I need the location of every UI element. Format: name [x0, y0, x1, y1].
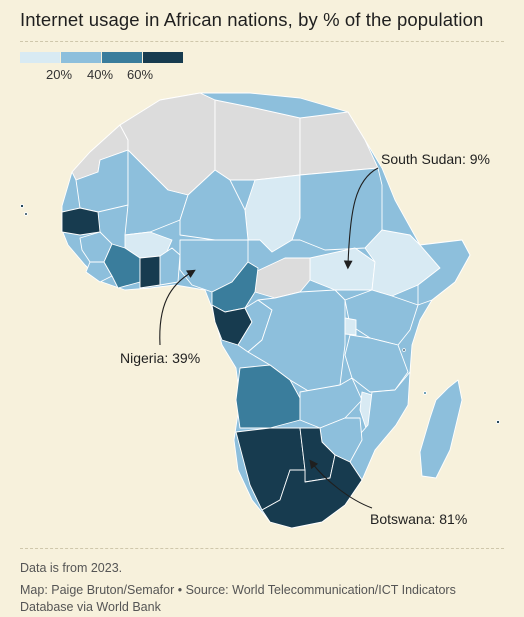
legend-tick-20: 20% [46, 67, 73, 82]
legend-tick-60: 60% [127, 67, 154, 82]
region-rwanda-burundi [344, 317, 357, 336]
africa-map-svg [19, 92, 501, 529]
region-cape-verde-2 [24, 212, 28, 216]
botswana-arrow [309, 459, 373, 509]
region-madagascar [419, 379, 463, 479]
source-credit: Map: Paige Bruton/Semafor • Source: Worl… [20, 583, 456, 614]
region-zambia [299, 377, 363, 429]
callout-nigeria: Nigeria: 39% [120, 350, 201, 366]
region-chad [244, 174, 301, 253]
region-sudan [291, 167, 383, 251]
legend-swatch-1 [61, 52, 101, 63]
region-south-africa [261, 454, 363, 529]
region-central-african-republic [254, 257, 311, 299]
legend-swatch-3 [143, 52, 183, 63]
region-senegal [61, 207, 101, 236]
region-egypt [299, 111, 379, 176]
bottom-divider [20, 548, 504, 549]
region-uganda-kenya [344, 289, 419, 346]
region-seychelles [402, 348, 406, 352]
data-note: Data is from 2023. [20, 561, 123, 575]
south-sudan-arrow [343, 167, 379, 270]
region-togo-benin [159, 247, 181, 286]
nigeria-arrow [159, 269, 196, 346]
region-mali [124, 149, 189, 236]
region-cape-verde [19, 203, 25, 209]
top-divider [20, 41, 504, 42]
region-sierra-leone-liberia [85, 261, 113, 283]
legend-ticks: 20% 40% 60% [20, 67, 184, 83]
legend-swatches [20, 52, 184, 63]
africa-map [0, 80, 524, 540]
region-comoros [423, 391, 427, 395]
region-ghana [139, 255, 161, 289]
map-title: Internet usage in African nations, by % … [20, 9, 484, 30]
legend: 20% 40% 60% [20, 52, 184, 83]
callout-south-sudan: South Sudan: 9% [381, 151, 490, 167]
legend-swatch-0 [20, 52, 60, 63]
callout-botswana: Botswana: 81% [370, 511, 468, 527]
legend-tick-40: 40% [87, 67, 114, 82]
region-somalia [417, 239, 471, 306]
legend-swatch-2 [102, 52, 142, 63]
region-mauritius [495, 419, 501, 425]
